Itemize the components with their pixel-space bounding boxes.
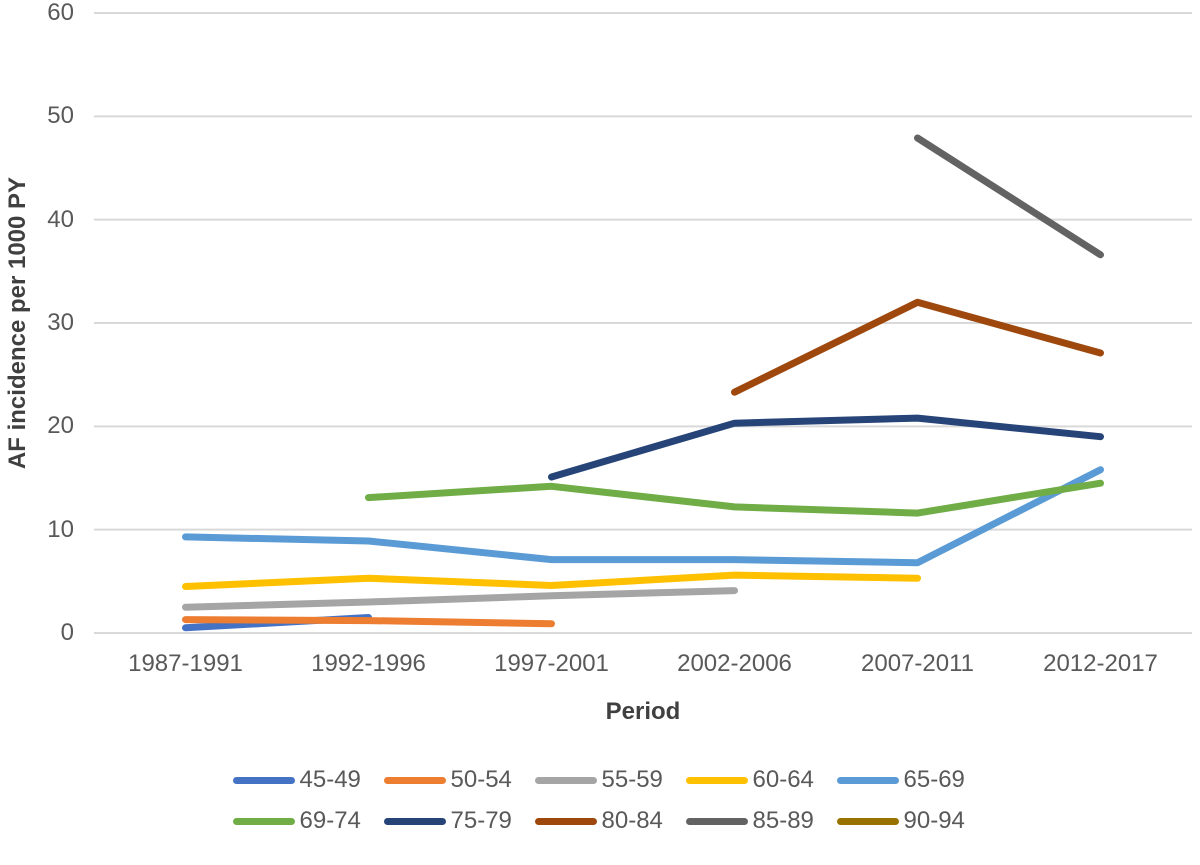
legend-item-60-64: 60-64 — [685, 766, 817, 794]
legend-item-85-89: 85-89 — [685, 807, 817, 835]
legend-item-45-49: 45-49 — [232, 766, 364, 794]
legend-label-75-79: 75-79 — [450, 807, 512, 834]
x-tick-label-2012-2017: 2012-2017 — [1043, 650, 1158, 677]
y-tick-label-20: 20 — [47, 412, 74, 440]
series-line-65-69 — [182, 466, 1104, 567]
legend-swatch-65-69 — [836, 776, 899, 784]
legend-item-75-79: 75-79 — [383, 807, 515, 835]
legend-row-1: 45-49 50-54 55-59 60-64 65-69 — [232, 766, 968, 794]
legend-label-50-54: 50-54 — [450, 766, 512, 793]
x-tick-label-2007-2011: 2007-2011 — [861, 650, 974, 677]
legend-item-65-69: 65-69 — [836, 766, 968, 794]
legend-item-69-74: 69-74 — [232, 807, 364, 835]
series-line-50-54 — [182, 616, 555, 628]
legend-swatch-55-59 — [534, 776, 597, 784]
legend-label-60-64: 60-64 — [752, 766, 814, 793]
legend-row-2: 69-74 75-79 80-84 85-89 90-94 — [232, 807, 968, 835]
x-tick-label-1992-1996: 1992-1996 — [311, 650, 426, 677]
y-tick-label-10: 10 — [47, 515, 74, 543]
x-tick-label-1987-1991: 1987-1991 — [128, 650, 243, 677]
legend-swatch-50-54 — [383, 776, 446, 784]
series-line-69-74 — [365, 479, 1104, 517]
x-tick-label-2002-2006: 2002-2006 — [677, 650, 792, 677]
legend-item-50-54: 50-54 — [383, 766, 515, 794]
legend-swatch-45-49 — [232, 776, 295, 784]
legend-label-90-94: 90-94 — [903, 807, 965, 834]
y-tick-label-50: 50 — [47, 102, 74, 130]
legend-swatch-75-79 — [383, 817, 446, 825]
legend-label-80-84: 80-84 — [601, 807, 663, 834]
legend-swatch-69-74 — [232, 817, 295, 825]
legend-label-55-59: 55-59 — [601, 766, 663, 793]
legend-label-45-49: 45-49 — [299, 766, 361, 793]
legend-item-80-84: 80-84 — [534, 807, 666, 835]
series-line-80-84 — [731, 298, 1104, 396]
y-tick-label-0: 0 — [60, 619, 74, 646]
legend-swatch-85-89 — [685, 817, 748, 825]
legend: 45-49 50-54 55-59 60-64 65-69 69-74 75-79 80-84… — [0, 766, 1200, 835]
x-tick-label-1997-2001: 1997-2001 — [494, 650, 609, 677]
legend-item-90-94: 90-94 — [836, 807, 968, 835]
series-line-55-59 — [182, 587, 738, 611]
y-tick-label-30: 30 — [47, 309, 74, 336]
series-line-60-64 — [182, 571, 921, 590]
legend-swatch-80-84 — [534, 817, 597, 825]
x-axis-title: Period — [605, 698, 681, 725]
series-line-85-89 — [914, 134, 1104, 259]
plot-area — [94, 12, 1192, 634]
y-tick-label-40: 40 — [47, 205, 74, 233]
y-tick-label-60: 60 — [47, 0, 74, 26]
legend-item-55-59: 55-59 — [534, 766, 666, 794]
legend-label-85-89: 85-89 — [752, 807, 814, 834]
legend-swatch-90-94 — [836, 817, 899, 825]
series-line-75-79 — [548, 414, 1104, 481]
legend-label-69-74: 69-74 — [299, 807, 361, 834]
legend-label-65-69: 65-69 — [903, 766, 965, 793]
legend-swatch-60-64 — [685, 776, 748, 784]
